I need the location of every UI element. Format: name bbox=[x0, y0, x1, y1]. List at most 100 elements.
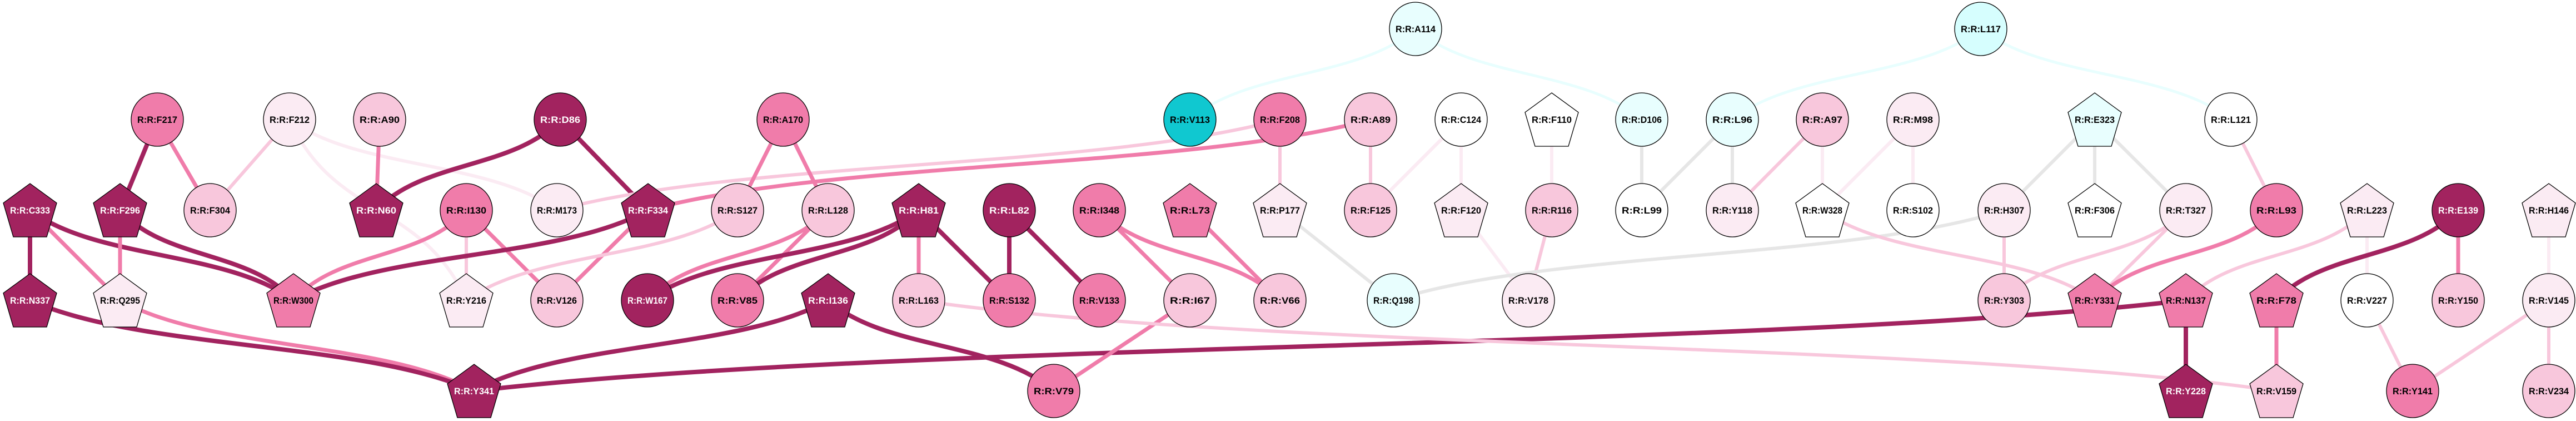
node-F110[interactable]: R:R:F110 bbox=[1524, 92, 1579, 147]
node-V178[interactable]: R:R:V178 bbox=[1502, 273, 1555, 328]
node-pentagon-shape bbox=[2249, 273, 2304, 328]
node-E139[interactable]: R:R:E139 bbox=[2431, 183, 2485, 237]
node-L99[interactable]: R:R:L99 bbox=[1615, 183, 1668, 237]
node-V66[interactable]: R:R:V66 bbox=[1253, 273, 1307, 328]
node-S127[interactable]: R:R:S127 bbox=[711, 183, 764, 237]
node-label: R:R:Y216 bbox=[446, 295, 486, 306]
node-Y331[interactable]: R:R:Y331 bbox=[2067, 273, 2122, 328]
node-label: R:R:I67 bbox=[1170, 295, 1210, 306]
node-E323[interactable]: R:R:E323 bbox=[2067, 92, 2122, 147]
node-F306[interactable]: R:R:F306 bbox=[2067, 183, 2122, 237]
node-V85[interactable]: R:R:V85 bbox=[711, 273, 764, 328]
node-F304[interactable]: R:R:F304 bbox=[183, 183, 237, 237]
node-L96[interactable]: R:R:L96 bbox=[1706, 92, 1759, 147]
node-pentagon-shape bbox=[2067, 92, 2122, 147]
node-V145[interactable]: R:R:V145 bbox=[2522, 273, 2575, 328]
node-ellipse-shape bbox=[983, 273, 1036, 328]
node-W167[interactable]: R:R:W167 bbox=[621, 273, 674, 328]
node-V159[interactable]: R:R:V159 bbox=[2249, 364, 2304, 418]
node-F212[interactable]: R:R:F212 bbox=[263, 92, 316, 147]
node-label: R:R:N337 bbox=[10, 295, 50, 306]
node-C124[interactable]: R:R:C124 bbox=[1434, 92, 1488, 147]
node-A114[interactable]: R:R:A114 bbox=[1389, 2, 1442, 56]
node-I130[interactable]: R:R:I130 bbox=[440, 183, 493, 237]
node-F296[interactable]: R:R:F296 bbox=[93, 183, 147, 237]
node-A90[interactable]: R:R:A90 bbox=[353, 92, 406, 147]
node-A170[interactable]: R:R:A170 bbox=[756, 92, 810, 147]
node-Q198[interactable]: R:R:Q198 bbox=[1367, 273, 1420, 328]
node-F217[interactable]: R:R:F217 bbox=[131, 92, 184, 147]
edge-H81-W167 bbox=[645, 208, 921, 303]
node-ellipse-shape bbox=[1073, 183, 1126, 237]
node-M173[interactable]: R:R:M173 bbox=[530, 183, 584, 237]
node-A97[interactable]: R:R:A97 bbox=[1796, 92, 1849, 147]
node-label: R:R:D86 bbox=[540, 115, 580, 125]
node-L117[interactable]: R:R:L117 bbox=[1954, 2, 2007, 56]
node-V133[interactable]: R:R:V133 bbox=[1073, 273, 1126, 328]
node-label: R:R:M173 bbox=[537, 205, 577, 216]
node-Q295[interactable]: R:R:Q295 bbox=[93, 273, 147, 328]
node-V113[interactable]: R:R:V113 bbox=[1163, 92, 1217, 147]
node-H146[interactable]: R:R:H146 bbox=[2522, 183, 2576, 237]
node-F125[interactable]: R:R:F125 bbox=[1344, 183, 1397, 237]
edge-T327-Y303 bbox=[2002, 209, 2188, 302]
node-R116[interactable]: R:R:R116 bbox=[1525, 183, 1578, 237]
node-Y303[interactable]: R:R:Y303 bbox=[1977, 273, 2031, 328]
node-N60[interactable]: R:R:N60 bbox=[349, 183, 403, 237]
node-C333[interactable]: R:R:C333 bbox=[3, 183, 57, 237]
node-S132[interactable]: R:R:S132 bbox=[983, 273, 1036, 328]
node-label: R:R:L82 bbox=[989, 205, 1029, 216]
node-I348[interactable]: R:R:I348 bbox=[1073, 183, 1126, 237]
node-ellipse-shape bbox=[530, 273, 584, 328]
node-N137[interactable]: R:R:N137 bbox=[2159, 273, 2213, 328]
node-L73[interactable]: R:R:L73 bbox=[1163, 183, 1217, 237]
node-I136[interactable]: R:R:I136 bbox=[801, 273, 855, 328]
node-N337[interactable]: R:R:N337 bbox=[3, 273, 57, 328]
node-L82[interactable]: R:R:L82 bbox=[983, 183, 1036, 237]
node-ellipse-shape bbox=[1253, 273, 1307, 328]
node-V227[interactable]: R:R:V227 bbox=[2340, 273, 2394, 328]
node-ellipse-shape bbox=[1886, 92, 1940, 147]
node-Y228[interactable]: R:R:Y228 bbox=[2159, 364, 2213, 418]
node-D86[interactable]: R:R:D86 bbox=[534, 92, 587, 147]
node-label: R:R:T327 bbox=[2166, 205, 2206, 216]
node-A89[interactable]: R:R:A89 bbox=[1344, 92, 1397, 147]
node-F120[interactable]: R:R:F120 bbox=[1434, 183, 1488, 237]
node-pentagon-shape bbox=[1795, 183, 1850, 237]
node-ellipse-shape bbox=[2522, 273, 2575, 328]
node-Y150[interactable]: R:R:Y150 bbox=[2431, 273, 2485, 328]
node-V79[interactable]: R:R:V79 bbox=[1027, 364, 1080, 418]
node-label: R:R:V85 bbox=[718, 295, 758, 306]
node-F78[interactable]: R:R:F78 bbox=[2249, 273, 2304, 328]
node-P177[interactable]: R:R:P177 bbox=[1253, 183, 1307, 237]
node-L121[interactable]: R:R:L121 bbox=[2204, 92, 2258, 147]
node-W300[interactable]: R:R:W300 bbox=[266, 273, 321, 328]
node-label: R:R:I136 bbox=[808, 295, 848, 306]
node-V126[interactable]: R:R:V126 bbox=[530, 273, 584, 328]
node-I67[interactable]: R:R:I67 bbox=[1163, 273, 1217, 328]
node-ellipse-shape bbox=[621, 273, 674, 328]
node-Y341[interactable]: R:R:Y341 bbox=[447, 364, 501, 418]
node-D106[interactable]: R:R:D106 bbox=[1615, 92, 1668, 147]
node-H307[interactable]: R:R:H307 bbox=[1977, 183, 2031, 237]
node-T327[interactable]: R:R:T327 bbox=[2159, 183, 2213, 237]
node-S102[interactable]: R:R:S102 bbox=[1886, 183, 1940, 237]
node-W328[interactable]: R:R:W328 bbox=[1795, 183, 1850, 237]
node-label: R:R:F296 bbox=[100, 205, 140, 216]
node-label: R:R:W167 bbox=[627, 295, 667, 306]
node-Y118[interactable]: R:R:Y118 bbox=[1706, 183, 1759, 237]
node-ellipse-shape bbox=[1073, 273, 1126, 328]
node-label: R:R:N60 bbox=[356, 205, 396, 216]
node-L223[interactable]: R:R:L223 bbox=[2340, 183, 2394, 237]
node-V234[interactable]: R:R:V234 bbox=[2522, 364, 2575, 418]
node-Y141[interactable]: R:R:Y141 bbox=[2386, 364, 2439, 418]
node-L128[interactable]: R:R:L128 bbox=[801, 183, 855, 237]
node-H81[interactable]: R:R:H81 bbox=[891, 183, 946, 237]
node-L93[interactable]: R:R:L93 bbox=[2250, 183, 2303, 237]
node-M98[interactable]: R:R:M98 bbox=[1886, 92, 1940, 147]
node-F334[interactable]: R:R:F334 bbox=[621, 183, 675, 237]
edge-Y216-S127 bbox=[465, 209, 739, 302]
node-F208[interactable]: R:R:F208 bbox=[1253, 92, 1307, 147]
node-L163[interactable]: R:R:L163 bbox=[892, 273, 945, 328]
node-Y216[interactable]: R:R:Y216 bbox=[439, 273, 494, 328]
